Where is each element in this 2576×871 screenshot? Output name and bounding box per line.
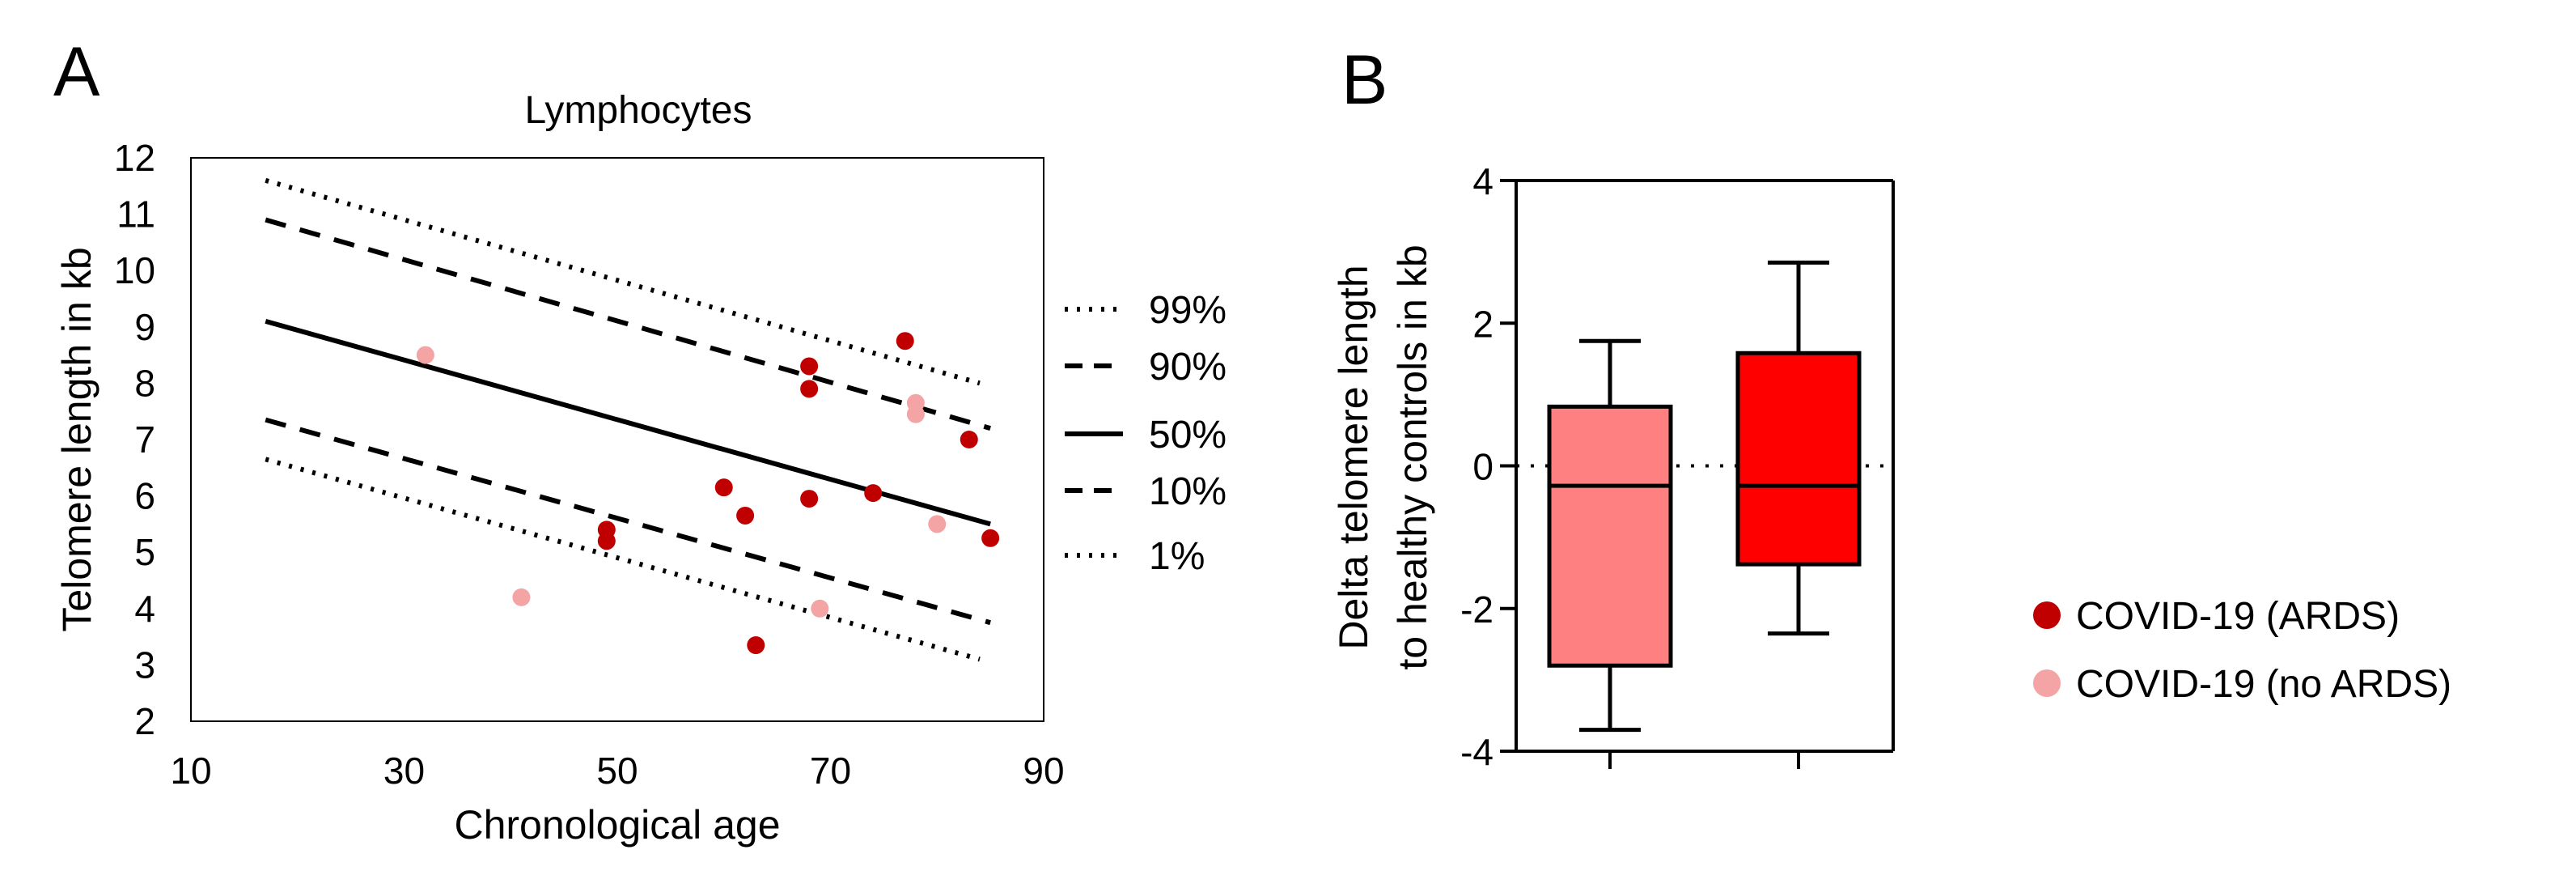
x-tick-1: 30: [383, 750, 425, 792]
legend-label-1: 90%: [1149, 346, 1227, 389]
y-tick-b-3: 2: [1472, 303, 1493, 345]
x-tick-0: 10: [170, 750, 211, 792]
x-axis-label: Chronological age: [454, 802, 780, 848]
legend-label-3: 10%: [1149, 470, 1227, 513]
x-tick-labels: 10 30 50 70 90: [170, 750, 1064, 792]
percentile-legend: 99% 90% 50% 10% 1%: [1065, 289, 1227, 578]
data-point-0-5: [864, 484, 883, 503]
group-legend: COVID-19 (ARDS) COVID-19 (no ARDS): [2033, 595, 2451, 706]
x-tick-2: 50: [596, 750, 638, 792]
y-tick-0: 2: [134, 700, 155, 742]
data-point-0-0: [896, 332, 914, 351]
y-axis-label-b-line1: Delta telomere length: [1331, 265, 1376, 649]
data-point-1-0: [416, 346, 434, 364]
data-point-0-4: [714, 478, 733, 497]
box-plot: [1500, 179, 1895, 769]
y-tick-8: 10: [114, 249, 155, 291]
data-point-0-6: [800, 490, 819, 508]
plot-frame-a: [190, 157, 1044, 722]
y-tick-10: 12: [114, 137, 155, 179]
data-point-0-9: [597, 532, 616, 550]
y-tick-2: 4: [134, 588, 155, 630]
y-tick-3: 5: [134, 531, 155, 573]
data-point-0-2: [800, 380, 819, 398]
y-tick-5: 7: [134, 419, 155, 461]
percentile-line-3: [265, 417, 991, 626]
data-point-1-2: [906, 405, 925, 423]
chart-title: Lymphocytes: [524, 89, 752, 132]
legend-label-0: 99%: [1149, 289, 1227, 332]
box-1: [1735, 351, 1862, 567]
x-tick-4: 90: [1023, 750, 1064, 792]
legend-item-1: COVID-19 (no ARDS): [2076, 663, 2451, 706]
panel-b: B -4 -2 0 2 4 Delta telomere length to healt…: [1331, 41, 1895, 773]
percentile-line-0: [265, 177, 981, 386]
data-point-1-5: [811, 599, 829, 618]
y-axis-label: Telomere length in kb: [54, 247, 100, 631]
legend-label-2: 50%: [1149, 414, 1227, 457]
data-point-0-11: [747, 636, 765, 655]
data-point-1-3: [928, 515, 947, 533]
data-point-1-4: [512, 588, 531, 606]
y-tick-7: 9: [134, 306, 155, 348]
data-point-0-7: [736, 506, 755, 525]
panel-letter-b: B: [1341, 41, 1388, 119]
data-points: [416, 332, 1000, 655]
y-tick-9: 11: [117, 193, 155, 236]
x-tick-3: 70: [810, 750, 851, 792]
y-tick-4: 6: [134, 475, 155, 517]
y-tick-6: 8: [134, 362, 155, 404]
y-tick-b-2: 0: [1472, 446, 1493, 488]
box-0: [1547, 404, 1673, 668]
data-point-0-3: [960, 431, 978, 448]
data-point-0-1: [800, 357, 819, 376]
percentile-lines: [265, 177, 991, 662]
y-tick-b-0: -4: [1460, 731, 1493, 773]
y-tick-b-1: -2: [1460, 588, 1493, 631]
panel-letter-a: A: [53, 33, 100, 111]
y-tick-labels-b: -4 -2 0 2 4: [1460, 160, 1493, 773]
legend-marker-0: [2033, 601, 2061, 629]
legend-marker-1: [2033, 669, 2061, 697]
data-point-0-10: [981, 529, 1000, 547]
y-tick-b-4: 4: [1472, 160, 1493, 202]
legend-label-4: 1%: [1149, 535, 1205, 578]
y-tick-1: 3: [134, 644, 155, 686]
y-tick-labels: 2 3 4 5 6 7 8 9 10 11 12: [114, 137, 155, 742]
legend-item-0: COVID-19 (ARDS): [2076, 595, 2400, 638]
percentile-line-4: [265, 457, 981, 662]
y-axis-label-b-line2: to healthy controls in kb: [1390, 244, 1435, 669]
percentile-line-1: [265, 217, 991, 431]
